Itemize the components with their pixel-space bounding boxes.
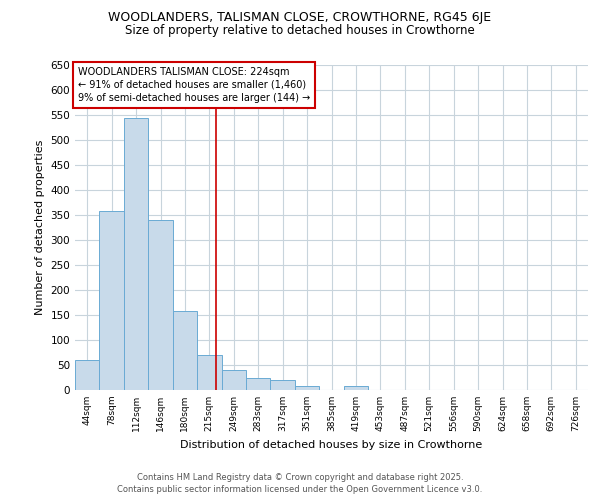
Text: Contains HM Land Registry data © Crown copyright and database right 2025.: Contains HM Land Registry data © Crown c… bbox=[137, 472, 463, 482]
Bar bbox=[271, 380, 295, 390]
Text: WOODLANDERS, TALISMAN CLOSE, CROWTHORNE, RG45 6JE: WOODLANDERS, TALISMAN CLOSE, CROWTHORNE,… bbox=[109, 11, 491, 24]
Bar bbox=[221, 370, 246, 390]
Text: Size of property relative to detached houses in Crowthorne: Size of property relative to detached ho… bbox=[125, 24, 475, 37]
Y-axis label: Number of detached properties: Number of detached properties bbox=[35, 140, 45, 315]
Bar bbox=[173, 311, 197, 390]
Bar bbox=[124, 118, 148, 390]
Text: Contains public sector information licensed under the Open Government Licence v3: Contains public sector information licen… bbox=[118, 485, 482, 494]
Bar bbox=[100, 211, 124, 390]
Text: WOODLANDERS TALISMAN CLOSE: 224sqm
← 91% of detached houses are smaller (1,460)
: WOODLANDERS TALISMAN CLOSE: 224sqm ← 91%… bbox=[77, 66, 310, 103]
Bar bbox=[246, 378, 271, 390]
Bar bbox=[344, 386, 368, 390]
X-axis label: Distribution of detached houses by size in Crowthorne: Distribution of detached houses by size … bbox=[181, 440, 482, 450]
Bar bbox=[197, 355, 221, 390]
Bar bbox=[148, 220, 173, 390]
Bar bbox=[295, 386, 319, 390]
Bar bbox=[75, 360, 100, 390]
